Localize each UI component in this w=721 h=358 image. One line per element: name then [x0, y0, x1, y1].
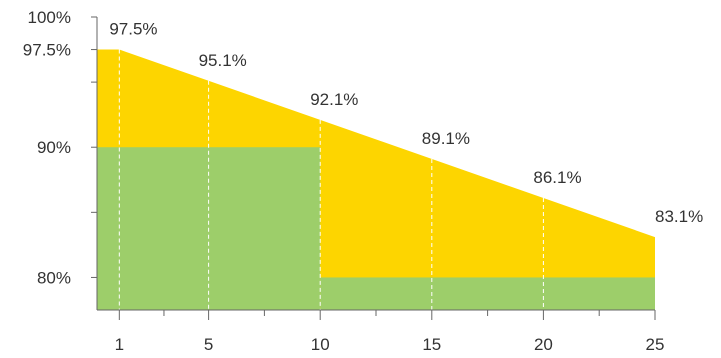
data-label-0: 97.5%: [109, 20, 157, 39]
guarantee-step-1: [320, 277, 655, 310]
chart-labels: 100%97.5%90%80%1 5 10 15 20 2597.5%95.1%92.1%…: [23, 8, 703, 354]
x-tick-label-2: 10: [311, 335, 330, 354]
x-tick-label-5: 25: [646, 335, 665, 354]
y-tick-label-1: 97.5%: [23, 41, 71, 60]
data-label-1: 95.1%: [199, 51, 247, 70]
y-tick-label-2: 90%: [37, 138, 71, 157]
data-label-4: 86.1%: [533, 168, 581, 187]
y-tick-label-3: 80%: [37, 268, 71, 287]
chart-guides: [118, 49, 544, 310]
data-label-5: 83.1%: [655, 207, 703, 226]
chart-axes: [91, 16, 656, 320]
y-tick-label-0: 100%: [28, 8, 71, 27]
x-tick-label-0: 1: [115, 335, 124, 354]
chart-areas: [97, 49, 655, 311]
x-tick-label-3: 15: [422, 335, 441, 354]
data-label-2: 92.1%: [310, 90, 358, 109]
x-tick-label-1: 5: [204, 335, 213, 354]
data-label-3: 89.1%: [422, 129, 470, 148]
x-tick-label-4: 20: [534, 335, 553, 354]
